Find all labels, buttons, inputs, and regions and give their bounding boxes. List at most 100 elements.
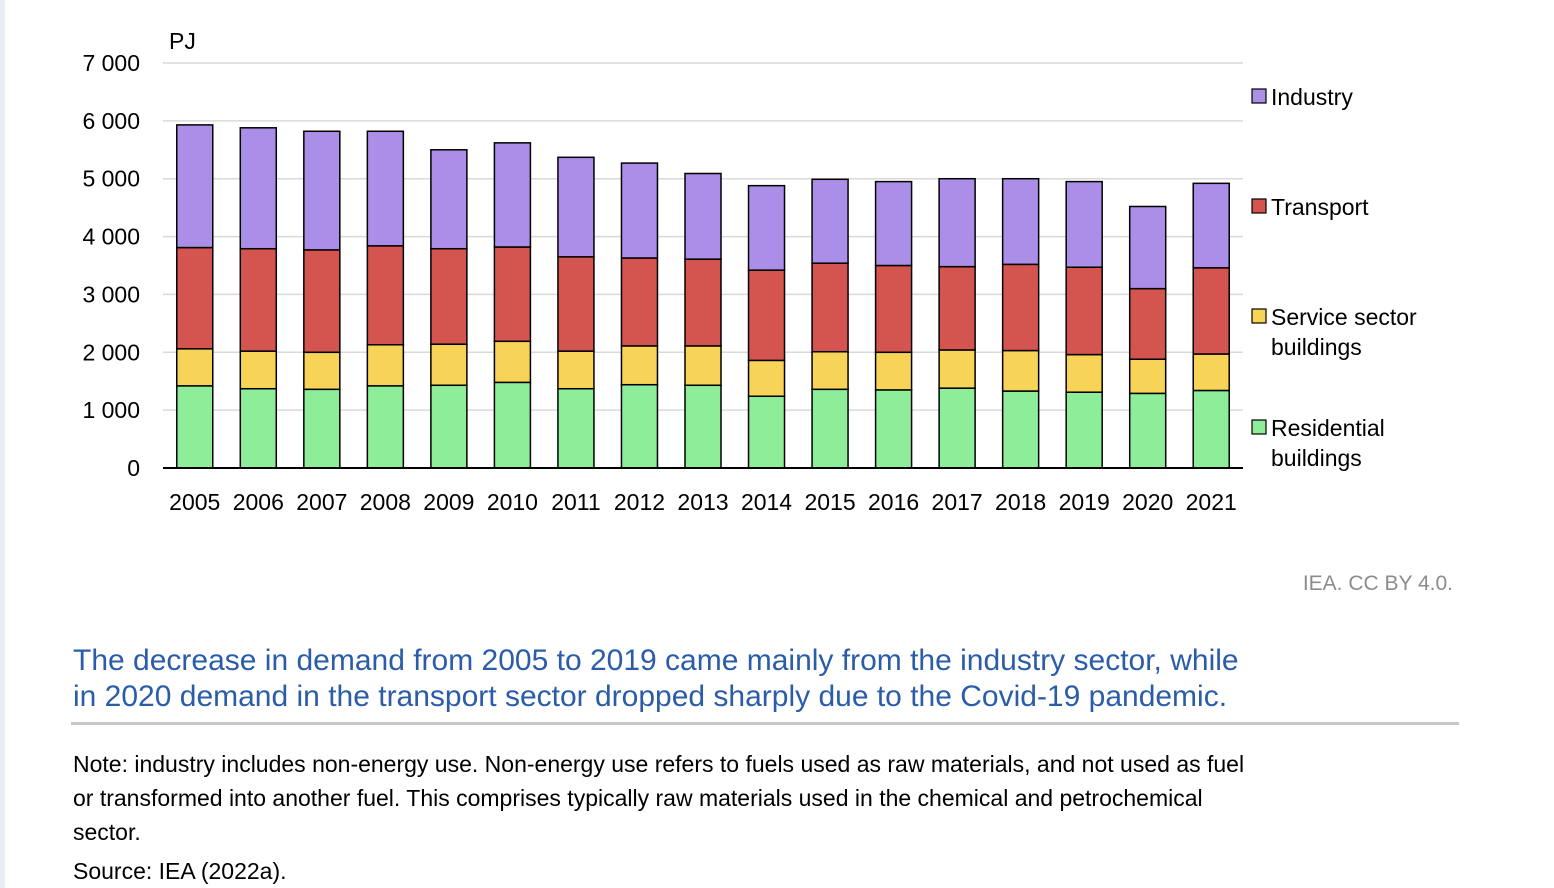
x-tick-label: 2015	[804, 489, 855, 515]
bar-segment	[1192, 389, 1230, 469]
caption-line-1: The decrease in demand from 2005 to 2019…	[73, 644, 1239, 677]
bar-segment	[430, 247, 468, 345]
bar-segment	[493, 142, 532, 248]
y-tick-label: 6 000	[82, 108, 140, 134]
figure-note: Note: industry includes non-energy use. …	[73, 747, 1453, 849]
bar-segment	[1001, 177, 1040, 266]
bar-segment	[303, 249, 341, 354]
y-tick-label: 0	[127, 455, 140, 481]
y-tick-label: 5 000	[82, 166, 140, 192]
bar-segment	[1128, 358, 1167, 395]
bar-segment	[874, 180, 913, 267]
caption-divider	[71, 722, 1459, 725]
bar-segment	[1192, 353, 1230, 392]
legend-label: Transport	[1271, 194, 1369, 220]
bar-segment	[366, 385, 405, 469]
bar-segment	[239, 350, 278, 390]
legend-label: Industry	[1271, 84, 1353, 110]
x-tick-label: 2011	[551, 489, 600, 515]
caption-line-2: in 2020 demand in the transport sector d…	[73, 680, 1228, 713]
bar-segment	[557, 350, 595, 390]
bar-segment	[430, 384, 468, 469]
bar-segment	[430, 149, 468, 250]
bar-segment	[938, 349, 976, 389]
bar-segment	[303, 388, 341, 469]
bar-segment	[747, 269, 786, 362]
bar-segment	[493, 246, 532, 343]
axes: 0 1 000 2 000 3 000 4 000 5 000 6 000 7 000 PJ 20…	[82, 28, 1243, 515]
bar-segment	[684, 345, 722, 387]
bar-segment	[557, 156, 595, 258]
y-unit-label: PJ	[169, 28, 196, 54]
bar-segment	[557, 387, 595, 469]
note-line-2: or transformed into another fuel. This c…	[73, 785, 1203, 811]
y-tick-label: 7 000	[82, 50, 140, 76]
x-tick-label: 2010	[487, 489, 538, 515]
bar-segment	[239, 247, 278, 352]
legend-swatch	[1251, 308, 1267, 324]
bar-segment	[493, 381, 532, 469]
y-tick-label: 1 000	[82, 397, 140, 423]
gridlines	[163, 62, 1243, 411]
bar-segment	[1065, 266, 1103, 356]
legend-swatch	[1251, 88, 1267, 104]
bar-segment	[1192, 267, 1230, 355]
bar-segment	[811, 178, 849, 264]
bar-segment	[874, 264, 913, 354]
bar-segment	[1128, 205, 1167, 290]
x-tick-label: 2019	[1059, 489, 1110, 515]
bar-segment	[1065, 391, 1103, 469]
x-tick-label: 2018	[995, 489, 1046, 515]
x-tick-label: 2017	[932, 489, 983, 515]
bar-segment	[938, 177, 976, 268]
figure-caption: The decrease in demand from 2005 to 2019…	[73, 643, 1433, 715]
figure-source: Source: IEA (2022a).	[73, 858, 287, 884]
bar-segment	[366, 344, 405, 387]
bar-segment	[303, 130, 341, 251]
bar-segment	[811, 262, 849, 353]
bar-segment	[1001, 349, 1040, 392]
y-tick-label: 3 000	[82, 281, 140, 307]
bar-segment	[176, 348, 214, 387]
bar-segment	[176, 124, 214, 249]
x-tick-label: 2014	[741, 489, 792, 515]
page-left-rule	[0, 0, 5, 888]
bar-segment	[747, 359, 786, 398]
bar-segment	[557, 256, 595, 352]
bars	[176, 124, 1230, 469]
legend-swatch	[1251, 419, 1267, 435]
legend-swatch	[1251, 198, 1267, 214]
bar-segment	[1065, 180, 1103, 268]
x-tick-label: 2016	[868, 489, 919, 515]
bar-segment	[1001, 263, 1040, 352]
bar-segment	[1065, 353, 1103, 393]
legend-label: buildings	[1271, 334, 1362, 360]
bar-segment	[176, 385, 214, 469]
x-tick-label: 2012	[614, 489, 665, 515]
note-line-3: sector.	[73, 819, 141, 845]
bar-segment	[366, 245, 405, 346]
bar-segment	[938, 387, 976, 469]
x-tick-label: 2021	[1186, 489, 1237, 515]
x-tick-label: 2005	[169, 489, 220, 515]
x-tick-label: 2008	[360, 489, 411, 515]
y-tick-label: 4 000	[82, 224, 140, 250]
bar-segment	[684, 172, 722, 260]
bar-segment	[1128, 287, 1167, 360]
bar-segment	[1128, 392, 1167, 469]
x-tick-label: 2020	[1122, 489, 1173, 515]
bar-segment	[811, 350, 849, 391]
legend-label: buildings	[1271, 445, 1362, 471]
legend: Industry Transport Service sector buildings…	[1251, 84, 1417, 471]
chart-credit: IEA. CC BY 4.0.	[1302, 572, 1453, 595]
note-line-1: Note: industry includes non-energy use. …	[73, 751, 1245, 777]
bar-segment	[620, 345, 659, 386]
x-tick-label: 2013	[677, 489, 728, 515]
bar-segment	[747, 184, 786, 271]
stacked-bar-chart: 0 1 000 2 000 3 000 4 000 5 000 6 000 7 000 PJ 20…	[82, 28, 1417, 515]
bar-segment	[874, 389, 913, 469]
bar-segment	[620, 257, 659, 347]
x-tick-label: 2006	[233, 489, 284, 515]
bar-segment	[366, 130, 405, 247]
bar-segment	[620, 162, 659, 259]
